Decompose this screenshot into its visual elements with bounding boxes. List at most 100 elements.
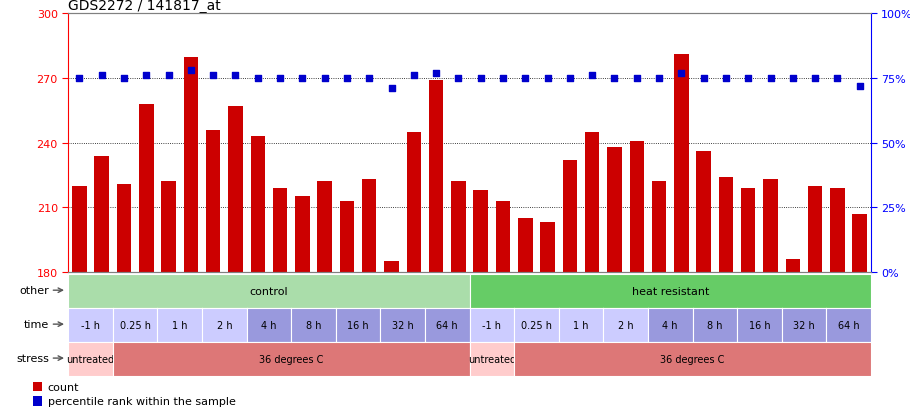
Bar [339,201,354,272]
Bar [384,261,399,272]
Point [206,73,220,80]
Bar [184,57,198,272]
Text: 64 h: 64 h [838,320,859,330]
Bar [696,152,711,272]
Text: 16 h: 16 h [348,320,369,330]
Text: 4 h: 4 h [662,320,678,330]
Bar [763,180,778,272]
Point [518,76,532,82]
Bar [407,133,421,272]
Text: 4 h: 4 h [261,320,277,330]
Bar [429,81,443,272]
Bar [473,190,488,272]
Text: 1 h: 1 h [172,320,187,330]
Text: count: count [47,382,79,392]
Bar [562,161,577,272]
Point [295,76,309,82]
Text: stress: stress [16,353,49,363]
Text: other: other [19,285,49,295]
Bar [295,197,309,272]
Point [763,76,778,82]
Text: 0.25 h: 0.25 h [521,320,552,330]
Point [562,76,577,82]
Bar [33,382,42,392]
Point [719,76,733,82]
Bar [228,107,243,272]
Point [451,76,466,82]
Point [785,76,800,82]
Bar [250,137,265,272]
Point [273,76,288,82]
Bar [630,141,644,272]
Point [541,76,555,82]
Point [674,71,689,77]
Text: untreated: untreated [468,354,516,364]
Point [741,76,755,82]
Bar [116,184,131,272]
Point [72,76,86,82]
Bar [206,131,220,272]
Point [652,76,666,82]
Bar [518,218,532,272]
Text: 8 h: 8 h [707,320,723,330]
Point [808,76,823,82]
Bar [318,182,332,272]
Bar [451,182,466,272]
Point [95,73,109,80]
Text: percentile rank within the sample: percentile rank within the sample [47,396,236,406]
Point [139,73,154,80]
Bar [95,156,109,272]
Bar [541,223,555,272]
Text: 32 h: 32 h [794,320,814,330]
Bar [607,147,622,272]
Text: 8 h: 8 h [306,320,321,330]
Point [496,76,511,82]
Bar [741,188,755,272]
Bar [719,178,733,272]
Point [696,76,711,82]
Text: 1 h: 1 h [573,320,589,330]
Bar [72,186,86,272]
Point [116,76,131,82]
Text: 2 h: 2 h [618,320,633,330]
Bar [853,214,867,272]
Point [161,73,176,80]
Text: -1 h: -1 h [81,320,100,330]
Text: -1 h: -1 h [482,320,501,330]
Bar [674,55,689,272]
Bar [161,182,176,272]
Point [585,73,600,80]
Text: control: control [249,286,288,296]
Bar [785,259,800,272]
Text: 64 h: 64 h [437,320,458,330]
Bar [808,186,823,272]
Text: untreated: untreated [66,354,115,364]
Point [362,76,377,82]
Text: 2 h: 2 h [217,320,232,330]
Point [228,73,243,80]
Text: heat resistant: heat resistant [632,286,709,296]
Text: 16 h: 16 h [749,320,770,330]
Text: 32 h: 32 h [392,320,413,330]
Point [407,73,421,80]
Bar [273,188,288,272]
Text: GDS2272 / 141817_at: GDS2272 / 141817_at [68,0,221,14]
Text: 0.25 h: 0.25 h [119,320,151,330]
Bar [139,104,154,272]
Bar [830,188,844,272]
Point [339,76,354,82]
Point [384,86,399,93]
Point [250,76,265,82]
Point [473,76,488,82]
Text: 36 degrees C: 36 degrees C [661,354,724,364]
Point [607,76,622,82]
Point [184,68,198,74]
Bar [652,182,666,272]
Bar [585,133,600,272]
Bar [33,396,42,406]
Point [318,76,332,82]
Point [630,76,644,82]
Bar [496,201,511,272]
Point [830,76,844,82]
Text: 36 degrees C: 36 degrees C [259,354,323,364]
